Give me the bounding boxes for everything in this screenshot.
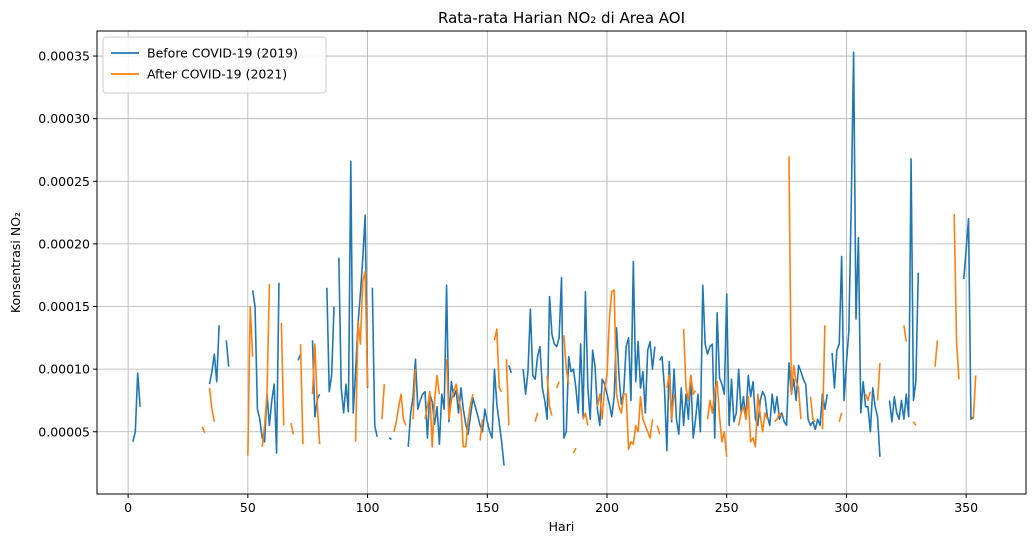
legend-label: Before COVID-19 (2019): [147, 46, 298, 61]
series-line-segment: [838, 412, 843, 422]
series-line-segment: [546, 375, 553, 416]
x-tick-label: 50: [240, 500, 256, 515]
series-line-segment: [505, 359, 510, 426]
series-line-segment: [555, 381, 560, 389]
series-line-segment: [388, 437, 392, 440]
y-tick-label: 0.00035: [38, 49, 90, 64]
x-tick-label: 150: [475, 500, 499, 515]
series-line-segment: [788, 156, 802, 420]
series-line-segment: [371, 287, 378, 437]
series-line-segment: [208, 325, 220, 385]
y-tick-label: 0.00010: [38, 362, 90, 377]
series-line-segment: [903, 325, 908, 342]
plot-frame: [96, 30, 1027, 495]
y-tick-label: 0.00025: [38, 174, 90, 189]
legend: Before COVID-19 (2019) After COVID-19 (20…: [102, 36, 327, 94]
series-line-segment: [445, 359, 474, 448]
series-line-segment: [563, 335, 570, 385]
series-line-segment: [534, 412, 539, 422]
legend-box: [102, 36, 327, 94]
x-axis-label: Hari: [549, 519, 575, 534]
series-line-segment: [953, 213, 960, 380]
series-line-segment: [208, 387, 216, 422]
series-line-segment: [326, 287, 335, 393]
series-line-segment: [424, 374, 441, 448]
x-tick-label: 0: [124, 500, 132, 515]
series-line-segment: [821, 325, 826, 430]
legend-label: After COVID-19 (2021): [147, 67, 287, 82]
series-line-segment: [888, 157, 920, 423]
series-line-segment: [261, 283, 271, 447]
series-line-segment: [338, 160, 369, 414]
series-line-segment: [658, 284, 829, 452]
y-tick-label: 0.00005: [38, 424, 90, 439]
series-line-segment: [912, 421, 917, 426]
series-line-segment: [774, 412, 783, 423]
series-line-segment: [972, 375, 977, 420]
series-line-segment: [132, 372, 141, 442]
series-line-segment: [280, 322, 285, 426]
series-line-segment: [381, 384, 386, 420]
series-line-segment: [247, 305, 254, 456]
series-line-segment: [876, 362, 881, 401]
series-line-segment: [201, 426, 206, 434]
series-line-segment: [493, 328, 503, 393]
series-line-segment: [831, 51, 881, 457]
y-tick-label: 0.00015: [38, 299, 90, 314]
series-line-segment: [706, 380, 728, 457]
series-line-segment: [864, 391, 872, 402]
series-line-segment: [656, 425, 661, 435]
series-line-segment: [354, 270, 369, 442]
x-tick-label: 200: [595, 500, 619, 515]
series-line-segment: [412, 369, 417, 420]
series-2: [201, 156, 977, 457]
series-line-segment: [962, 218, 974, 421]
x-tick-label: 350: [954, 500, 978, 515]
series-line-segment: [299, 344, 304, 445]
series-line-segment: [508, 365, 512, 374]
series-line-segment: [737, 393, 769, 448]
y-tick-label: 0.00020: [38, 236, 90, 251]
series-line-segment: [522, 260, 656, 439]
chart-title: Rata-rata Harian NO₂ di Area AOI: [438, 9, 685, 27]
series-line-segment: [582, 412, 589, 426]
series-line-segment: [809, 396, 816, 423]
y-tick-label: 0.00030: [38, 111, 90, 126]
axes: 0 50 100 150 200 250 300 350 0.00005 0.00010 0.000…: [38, 30, 1027, 515]
series-line-segment: [596, 289, 654, 451]
series-lines: [132, 51, 977, 466]
series-line-segment: [407, 284, 505, 466]
series-line-segment: [290, 422, 295, 435]
series-line-segment: [393, 393, 407, 432]
series-line-segment: [666, 374, 675, 421]
x-tick-label: 300: [834, 500, 858, 515]
series-line-segment: [934, 340, 939, 367]
series-line-segment: [572, 447, 577, 454]
x-tick-label: 100: [356, 500, 380, 515]
series-line-segment: [225, 340, 230, 367]
series-line-segment: [479, 419, 484, 441]
x-tick-label: 250: [715, 500, 739, 515]
series-line-segment: [682, 329, 697, 402]
series-line-segment: [311, 343, 321, 445]
y-axis-label: Konsentrasi NO₂: [8, 212, 23, 313]
